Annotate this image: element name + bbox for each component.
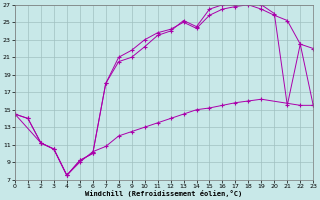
X-axis label: Windchill (Refroidissement éolien,°C): Windchill (Refroidissement éolien,°C) (85, 190, 243, 197)
